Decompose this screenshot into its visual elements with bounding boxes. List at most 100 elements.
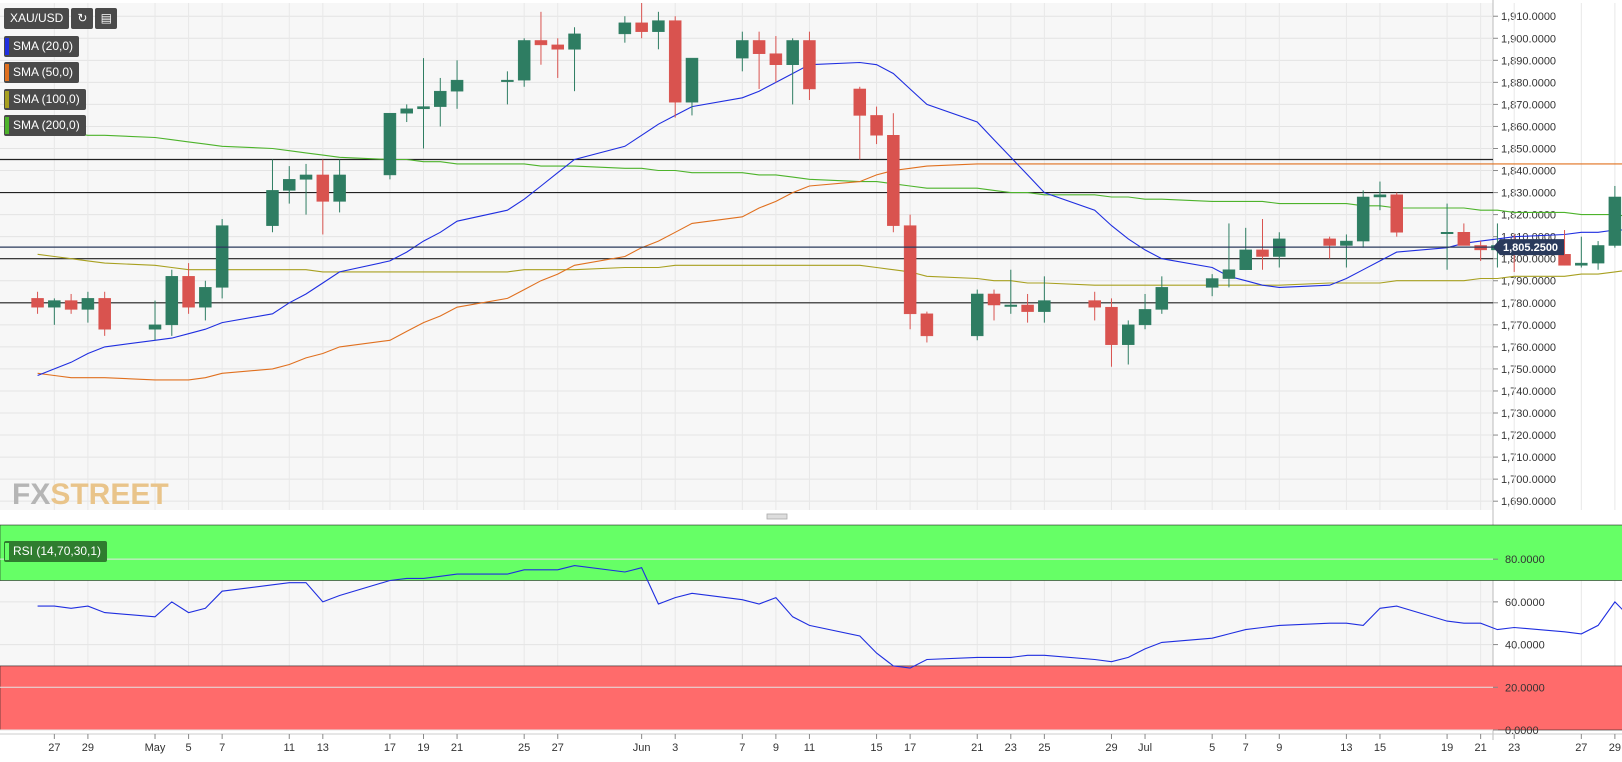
sma100-swatch	[5, 91, 9, 108]
candle-body	[215, 225, 229, 288]
x-tick-label: 15	[1374, 742, 1386, 754]
sma20-label: SMA (20,0)	[13, 39, 74, 53]
indicator-rsi[interactable]: RSI (14,70,30,1)	[4, 541, 108, 562]
candle	[652, 11, 665, 50]
sma200-label: SMA (200,0)	[13, 118, 80, 132]
pane-resize-handle	[766, 513, 788, 520]
sma100-line	[37, 253, 1622, 286]
candle	[1138, 293, 1152, 330]
candle	[266, 159, 279, 233]
candle-body	[1373, 194, 1387, 198]
sma50-label: SMA (50,0)	[13, 65, 74, 79]
candle	[635, 3, 648, 39]
candle-body	[48, 300, 61, 308]
candle	[98, 291, 111, 336]
price-tick-label: 1,880.0000	[1501, 77, 1556, 89]
candle	[1340, 234, 1353, 268]
candle	[182, 263, 195, 314]
candle-body	[987, 293, 1001, 306]
candle	[199, 280, 212, 321]
candle-body	[1608, 196, 1622, 246]
candle	[81, 291, 95, 323]
candle	[31, 291, 44, 314]
rsi-oversold-zone	[0, 665, 1622, 731]
candle-body	[1088, 300, 1101, 308]
indicator-sma20[interactable]: SMA (20,0)	[4, 36, 80, 57]
candle-body	[98, 298, 111, 330]
candle	[1088, 291, 1101, 321]
candle-body	[1122, 324, 1135, 345]
candle-body	[333, 174, 346, 202]
candle-body	[1205, 278, 1219, 288]
candle-body	[786, 40, 799, 65]
x-tick-label: 29	[1609, 742, 1621, 754]
candle	[685, 57, 699, 116]
x-tick-label: 15	[870, 742, 882, 754]
candle	[1122, 320, 1135, 365]
rsi-tick-label: 40.0000	[1505, 640, 1545, 652]
candle	[870, 106, 883, 145]
candle-body	[283, 179, 296, 191]
candle	[668, 16, 682, 118]
symbol-button[interactable]: XAU/USD	[4, 8, 70, 29]
price-tick-label: 1,760.0000	[1501, 342, 1556, 354]
rsi-tick-label: 60.0000	[1505, 597, 1545, 609]
price-tick-label: 1,830.0000	[1501, 188, 1556, 200]
x-tick-label: 9	[1276, 742, 1282, 754]
candle	[417, 58, 430, 149]
candle	[534, 11, 548, 65]
indicator-sma100[interactable]: SMA (100,0)	[4, 89, 86, 110]
x-tick-label: 3	[672, 742, 678, 754]
price-tick-label: 1,730.0000	[1501, 408, 1556, 420]
candle	[1205, 274, 1219, 297]
candle-body	[534, 40, 548, 46]
rsi-overbought-zone	[0, 524, 1622, 581]
x-tick-label: May	[145, 742, 166, 754]
x-tick-label: 13	[317, 742, 329, 754]
x-tick-label: 5	[1209, 742, 1215, 754]
rsi-tick-label: 80.0000	[1505, 554, 1545, 566]
rsi-swatch	[5, 543, 9, 560]
x-tick-label: Jun	[633, 742, 651, 754]
candle-body	[1256, 249, 1269, 257]
candle	[920, 311, 934, 343]
candle-body	[1457, 232, 1471, 246]
candle	[501, 71, 514, 105]
price-tick-label: 1,700.0000	[1501, 474, 1556, 486]
candle-body	[803, 40, 816, 90]
sma50-line	[37, 163, 1622, 381]
candle	[299, 163, 313, 215]
candle	[316, 159, 330, 235]
indicator-sma50[interactable]: SMA (50,0)	[4, 62, 80, 83]
x-tick-label: 29	[82, 742, 94, 754]
rsi-line	[37, 565, 1622, 669]
candles-icon[interactable]: ▤	[95, 8, 118, 29]
price-tick-label: 1,740.0000	[1501, 386, 1556, 398]
candle	[736, 31, 749, 72]
candle-body	[920, 313, 934, 337]
candle	[517, 38, 531, 87]
candle	[752, 31, 766, 89]
candle-body	[1440, 232, 1454, 235]
rsi-label: RSI (14,70,30,1)	[13, 544, 102, 558]
candle-body	[685, 57, 699, 103]
x-tick-label: 27	[48, 742, 60, 754]
price-tick-label: 1,750.0000	[1501, 364, 1556, 376]
candle-body	[1021, 304, 1034, 312]
indicator-sma200[interactable]: SMA (200,0)	[4, 115, 86, 136]
x-tick-label: 7	[739, 742, 745, 754]
x-tick-label: 19	[1441, 742, 1453, 754]
price-tick-label: 1,850.0000	[1501, 143, 1556, 155]
x-tick-label: 17	[904, 742, 916, 754]
candle	[1105, 298, 1118, 367]
candle-body	[81, 298, 95, 310]
fxstreet-watermark: FXSTREET	[12, 478, 169, 511]
candle-body	[266, 190, 279, 226]
candle	[1155, 276, 1169, 314]
refresh-icon[interactable]: ↻	[71, 8, 94, 29]
rsi-tick-label: 20.0000	[1505, 682, 1545, 694]
candle-body	[383, 112, 397, 176]
candle	[803, 31, 816, 100]
x-tick-label: 11	[804, 742, 815, 754]
x-tick-label: 27	[552, 742, 564, 754]
